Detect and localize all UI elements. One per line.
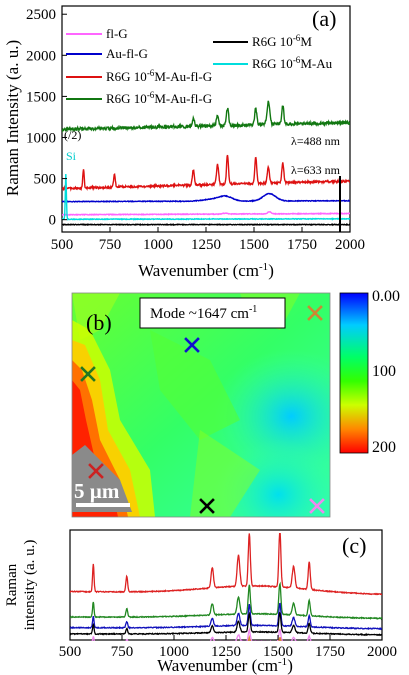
panel-c-xlabel: Wavenumber (cm-1) [157, 656, 293, 675]
mode-text: Mode ~1647 cm-1 [150, 304, 257, 322]
legend-label-r6g-au-fl-g-633: R6G 10-6M-Au-fl-G [106, 68, 212, 84]
heatmap-frame [71, 292, 331, 518]
colorbar-tick-100: 100 [372, 363, 396, 380]
panel-c-frame [69, 529, 383, 641]
y-tick-label: 1500 [26, 89, 56, 105]
x-tick-label: 1500 [263, 644, 293, 660]
colorbar [339, 292, 369, 454]
panel-a-xlabel: Wavenumber (cm-1) [138, 261, 274, 280]
panel-c-ylabel-2: intensity (a. u.) [22, 540, 38, 631]
legend-label-au-fl-g: Au-fl-G [106, 46, 148, 61]
panel-b-label: (b) [86, 310, 112, 335]
panel-a-label: (a) [312, 6, 336, 31]
panel-c-label: (c) [342, 533, 366, 558]
x-tick-label: 750 [111, 644, 134, 660]
marker-pink [309, 498, 325, 514]
series-line [70, 533, 382, 596]
panel-c-ylabel-1: Raman [4, 563, 20, 606]
series-line [62, 154, 350, 192]
series-line [62, 100, 350, 134]
series-line [70, 611, 382, 637]
x-tick-label: 1250 [211, 644, 241, 660]
markers [80, 305, 325, 514]
legend: fl-G Au-fl-G R6G 10-6M-Au-fl-G R6G 10-6M… [66, 26, 333, 106]
legend-label-r6g: R6G 10-6M [252, 33, 312, 49]
y-tick-label: 1000 [26, 130, 56, 146]
x-tick-label: 1000 [143, 237, 173, 253]
x-tick-label: 2000 [367, 644, 397, 660]
scale-bar-label: 5 µm [74, 479, 120, 503]
x-tick-label: 750 [99, 237, 122, 253]
colorbar-tick-200: 200 [372, 439, 396, 456]
annotation-633: λ=633 nm [291, 163, 341, 177]
y-tick-label: 500 [34, 172, 57, 188]
marker-orange [307, 305, 323, 321]
marker-red [88, 463, 104, 479]
marker-black [199, 498, 215, 514]
x-tick-label: 500 [59, 644, 82, 660]
annotation-half: (/2) [64, 128, 81, 142]
legend-label-r6g-au-fl-g-488: R6G 10-6M-Au-fl-G [106, 90, 212, 106]
x-tick-label: 1250 [191, 237, 221, 253]
panel-c: 500 750 1000 1250 1500 1750 2000 (c) Raman int… [4, 529, 397, 675]
x-tick-label: 1750 [287, 237, 317, 253]
y-tick-label: 2500 [26, 7, 56, 23]
panel-b: (b) Mode ~1647 cm-1 5 µm 0.00 100 200 [71, 288, 400, 518]
annotation-si: Si [66, 149, 77, 163]
x-tick-label: 2000 [335, 237, 365, 253]
y-tick-label: 2000 [26, 48, 56, 64]
marker-blue [184, 337, 200, 353]
scale-bar [76, 503, 130, 507]
series-line [62, 223, 350, 227]
series-line [70, 602, 382, 631]
x-tick-label: 1000 [159, 644, 189, 660]
series-line [62, 173, 350, 221]
mode-box [139, 297, 286, 329]
x-tick-label: 1500 [239, 237, 269, 253]
legend-label-fl-g: fl-G [106, 26, 128, 41]
series-line [70, 581, 382, 621]
y-tick-label: 0 [49, 213, 57, 229]
legend-label-r6g-au: R6G 10-6M-Au [252, 55, 333, 71]
annotation-488: λ=488 nm [291, 134, 341, 148]
panel-a: 500 750 1000 1250 1500 1750 2000 0 500 1000 1500 20… [3, 5, 365, 280]
colorbar-tick-0: 0.00 [372, 288, 400, 305]
x-tick-label: 500 [51, 237, 74, 253]
series-line [62, 210, 350, 217]
series-line [62, 192, 350, 203]
marker-green [80, 366, 96, 382]
panel-a-ylabel: Raman Intensity (a. u.) [3, 40, 22, 196]
x-tick-label: 1750 [315, 644, 345, 660]
